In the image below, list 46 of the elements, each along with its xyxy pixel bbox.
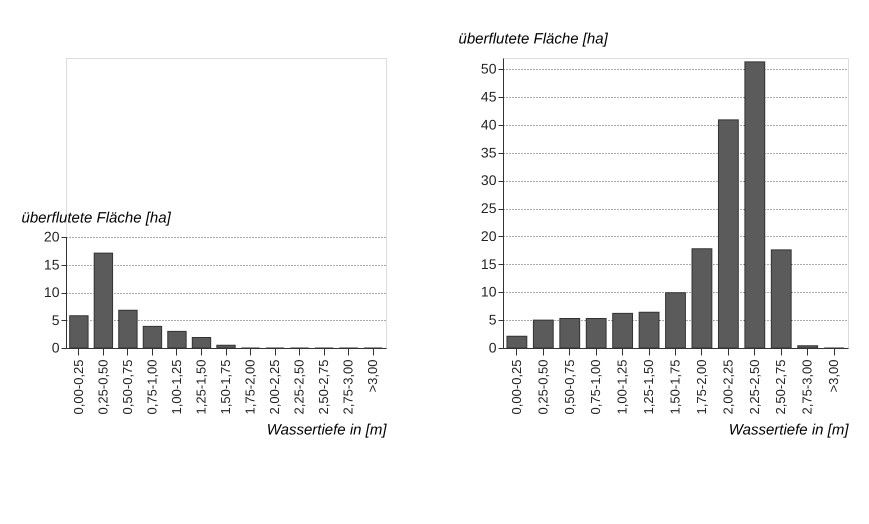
y-tick-label: 10 bbox=[480, 284, 497, 300]
x-tick-label: 2,50-2,75 bbox=[316, 360, 332, 414]
x-tick-label: 2,00-2,25 bbox=[267, 360, 282, 414]
x-tick-label: 2,00-2,25 bbox=[720, 360, 736, 414]
x-tick-label: 1,25-1,50 bbox=[193, 360, 208, 414]
x-tick-label: 2,75-3,00 bbox=[800, 360, 815, 414]
x-tick-label: 2,25-2,50 bbox=[746, 360, 762, 414]
x-tick-label: 1,50-1,75 bbox=[668, 360, 682, 414]
y-tick-label: 45 bbox=[480, 88, 497, 105]
y-tick-label: 30 bbox=[480, 172, 497, 188]
x-tick-label: 1,00-1,25 bbox=[168, 360, 184, 414]
y-axis-title: überflutete Fläche [ha] bbox=[22, 210, 172, 226]
x-tick-label: 0,00-0,25 bbox=[508, 360, 524, 414]
y-tick-label: 5 bbox=[488, 312, 497, 328]
x-axis-title: Wassertiefe in [m] bbox=[266, 421, 388, 438]
x-tick-label: 0,25-0,50 bbox=[535, 360, 550, 414]
y-tick-label: 0 bbox=[488, 340, 497, 356]
x-tick-label: 0,50-0,75 bbox=[120, 360, 135, 414]
y-tick-label: 50 bbox=[480, 60, 497, 77]
x-tick-label: 1,50-1,75 bbox=[218, 360, 233, 414]
x-tick-label: 2,25-2,50 bbox=[292, 360, 307, 414]
x-tick-label: 2,50-2,75 bbox=[773, 360, 788, 414]
y-tick-label: 5 bbox=[52, 312, 60, 328]
y-tick-label: 10 bbox=[44, 284, 60, 300]
x-tick-label: 0,75-1,00 bbox=[144, 360, 160, 414]
x-tick-label: >3,00 bbox=[826, 360, 842, 392]
x-tick-label: 0,00-0,25 bbox=[70, 360, 86, 414]
x-tick-label: 0,25-0,50 bbox=[95, 360, 110, 414]
y-tick-label: 15 bbox=[480, 256, 497, 272]
x-tick-label: 1,25-1,50 bbox=[641, 360, 656, 414]
x-tick-label: >3,00 bbox=[365, 360, 380, 392]
y-axis-title: überflutete Fläche [ha] bbox=[458, 30, 609, 48]
y-tick-label: 15 bbox=[44, 256, 60, 272]
y-tick-label: 25 bbox=[480, 200, 497, 216]
y-tick-label: 20 bbox=[44, 228, 60, 244]
x-tick-label: 2,75-3,00 bbox=[340, 360, 356, 414]
y-tick-label: 40 bbox=[480, 116, 497, 132]
y-tick-label: 20 bbox=[480, 228, 497, 244]
x-tick-label: 1,00-1,25 bbox=[614, 360, 630, 414]
y-tick-label: 0 bbox=[52, 340, 60, 356]
y-tick-label: 35 bbox=[480, 144, 497, 160]
x-tick-label: 0,75-1,00 bbox=[588, 360, 604, 414]
x-axis-title: Wassertiefe in [m] bbox=[728, 421, 850, 438]
x-tick-label: 0,50-0,75 bbox=[562, 360, 577, 414]
x-tick-label: 1,75-2,00 bbox=[242, 360, 258, 414]
x-tick-label: 1,75-2,00 bbox=[694, 360, 709, 414]
